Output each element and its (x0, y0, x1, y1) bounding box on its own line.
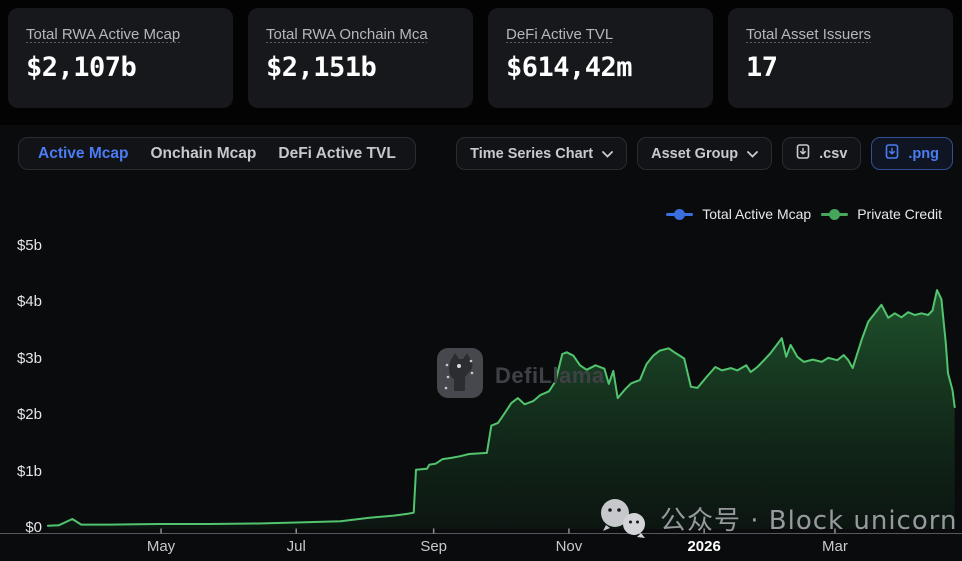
defillama-logo-icon (435, 345, 485, 406)
x-axis-label: Sep (420, 538, 448, 555)
chart-legend: Total Active Mcap Private Credit (666, 205, 942, 223)
y-axis-label: $2b (16, 406, 42, 423)
x-axis-label: May (146, 538, 176, 555)
asset-group-dropdown[interactable]: Asset Group (637, 137, 773, 170)
wechat-watermark-text: 公众号 · Block unicorn (660, 505, 958, 536)
stat-label: Total RWA Active Mcap (26, 26, 181, 43)
stat-value: $614,42m (506, 52, 633, 83)
dropdown-label: Asset Group (651, 145, 739, 162)
stat-value: 17 (746, 52, 778, 83)
chart-area-path (47, 290, 955, 529)
y-axis-label: $4b (16, 293, 42, 310)
stat-card-active-mcap: Total RWA Active Mcap $2,107b (8, 8, 233, 108)
stats-row: Total RWA Active Mcap $2,107b Total RWA … (8, 8, 956, 108)
y-axis-label: $5b (16, 236, 42, 254)
download-csv-button[interactable]: .csv (782, 137, 862, 170)
stat-value: $2,151b (266, 52, 377, 83)
stat-label: DeFi Active TVL (506, 26, 614, 43)
y-axis-label: $1b (16, 462, 42, 480)
wechat-icon (598, 498, 650, 543)
legend-marker-green-icon (821, 205, 849, 223)
chart-tabs: Active Mcap Onchain Mcap DeFi Active TVL (18, 137, 416, 170)
legend-label: Private Credit (857, 206, 942, 222)
dropdown-label: Time Series Chart (470, 145, 594, 162)
x-axis-label: Jul (286, 538, 306, 555)
stat-label: Total RWA Onchain Mca (266, 26, 428, 43)
defillama-watermark-text: DefiLlama (495, 362, 605, 388)
legend-item-total-active-mcap[interactable]: Total Active Mcap (666, 205, 811, 223)
download-png-button[interactable]: .png (871, 137, 953, 170)
stat-card-defi-tvl: DeFi Active TVL $614,42m (488, 8, 713, 108)
chevron-down-icon (747, 146, 759, 162)
toolbar-right: Time Series Chart Asset Group .csv .png (456, 137, 953, 170)
download-icon (796, 144, 810, 163)
stat-card-onchain-mcap: Total RWA Onchain Mca $2,151b (248, 8, 473, 108)
stat-label: Total Asset Issuers (746, 26, 872, 43)
x-axis-label: 2026 (687, 538, 721, 555)
x-axis-label: Mar (822, 538, 848, 555)
y-axis-label: $0 (25, 519, 42, 536)
legend-marker-blue-icon (666, 205, 694, 223)
x-axis-label: Nov (555, 538, 583, 555)
stat-value: $2,107b (26, 52, 137, 83)
legend-item-private-credit[interactable]: Private Credit (821, 205, 942, 223)
download-icon (885, 144, 899, 163)
stat-card-asset-issuers: Total Asset Issuers 17 (728, 8, 953, 108)
tab-onchain-mcap[interactable]: Onchain Mcap (139, 138, 267, 169)
time-series-chart-dropdown[interactable]: Time Series Chart (456, 137, 628, 170)
chevron-down-icon (602, 146, 614, 162)
chart-line-path (46, 289, 956, 527)
tab-defi-active-tvl[interactable]: DeFi Active TVL (267, 138, 406, 169)
wechat-watermark: 公众号 · Block unicorn (598, 498, 957, 543)
tab-active-mcap[interactable]: Active Mcap (27, 138, 139, 169)
y-axis-label: $3b (16, 349, 42, 367)
legend-label: Total Active Mcap (702, 206, 812, 222)
button-label: .png (908, 145, 939, 162)
button-label: .csv (819, 145, 848, 162)
defillama-watermark: DefiLlama (435, 345, 605, 406)
